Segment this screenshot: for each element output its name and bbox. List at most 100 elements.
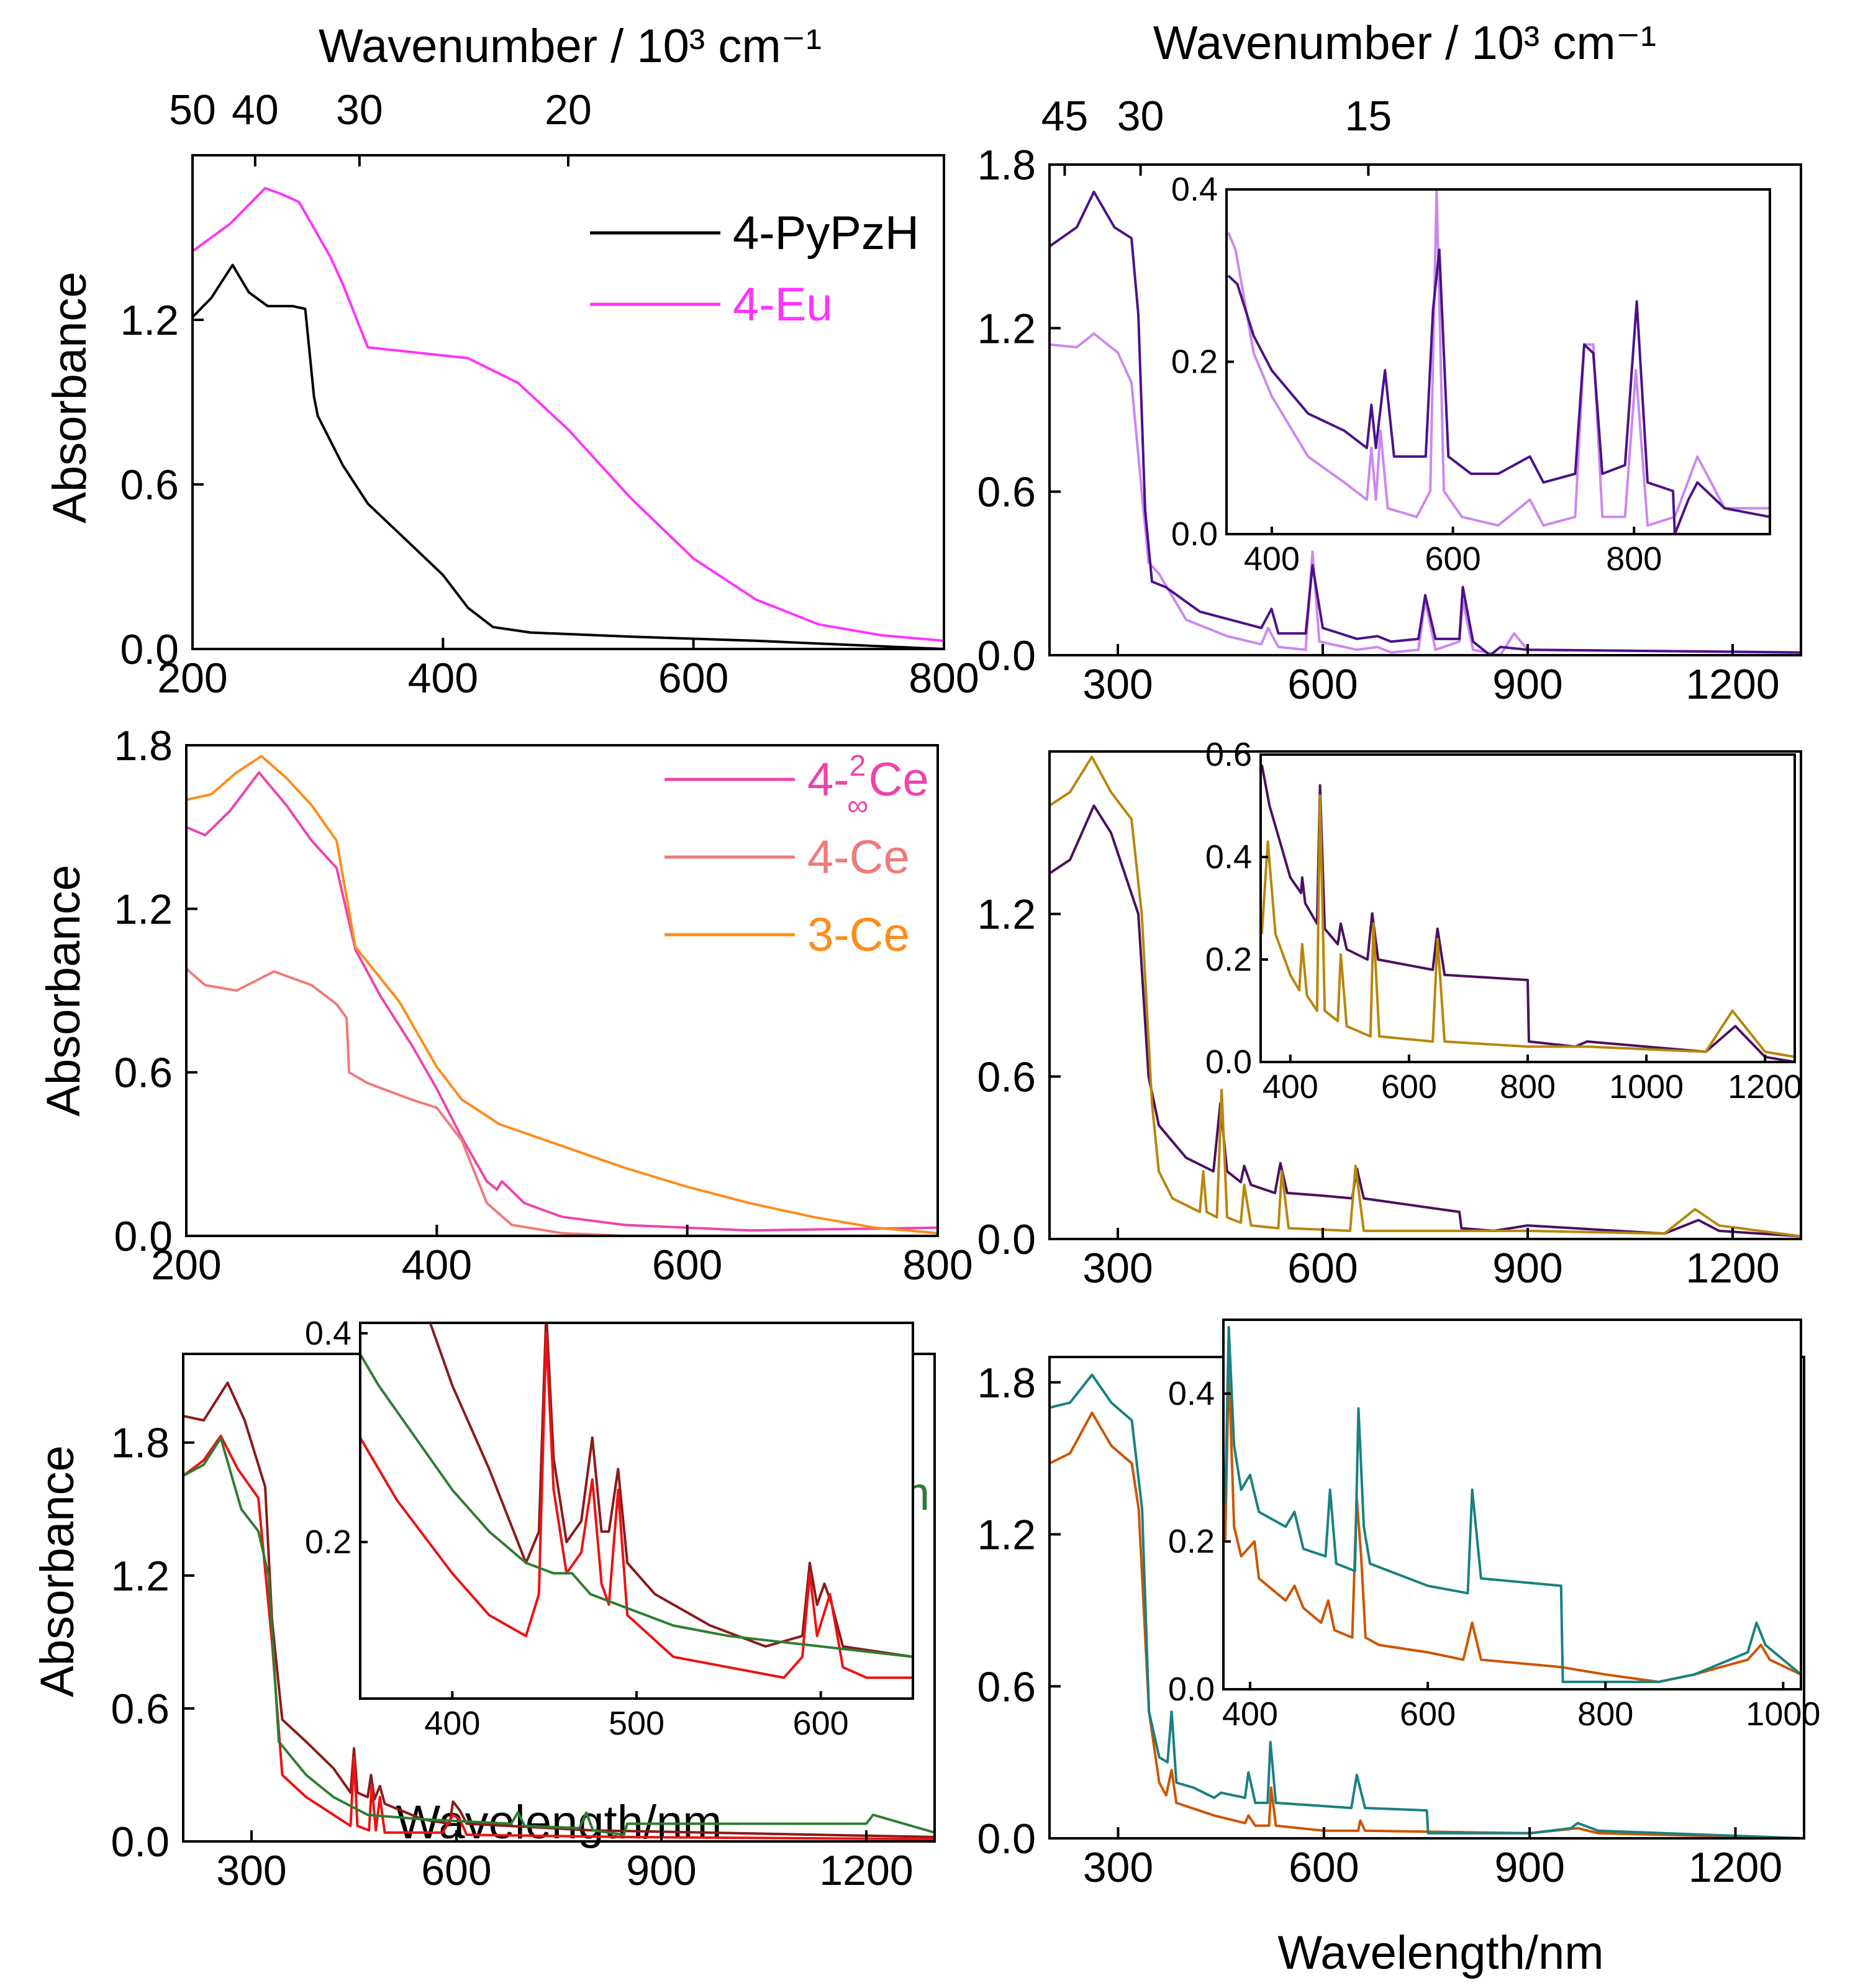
panel-e-ytick-label: 1.8 <box>111 1420 170 1467</box>
series-c-3Ce <box>186 755 938 1235</box>
legend-label: 4-Eu <box>733 278 833 331</box>
panel-d-xtick-label: 300 <box>1082 1245 1153 1292</box>
panel-e-ytick-label: 0.6 <box>111 1686 170 1733</box>
panel-a-xtick-label: 400 <box>408 655 478 702</box>
panel-f-inset-ytick-label: 0.0 <box>1168 1671 1215 1708</box>
legend-label: 4-Ce <box>807 831 910 884</box>
panel-b-ytick-label: 1.8 <box>977 142 1036 189</box>
panel-b-inset-xtick-label: 400 <box>1244 540 1300 578</box>
panel-d-inset-xtick-label: 800 <box>1500 1068 1556 1105</box>
panel-b-inset-ytick-label: 0.0 <box>1171 515 1218 553</box>
panel-b-inset-ytick-label: 0.2 <box>1171 343 1218 381</box>
panel-e-xtick-label: 600 <box>421 1847 491 1894</box>
panel-d-inset-xtick-label: 1000 <box>1609 1068 1684 1105</box>
panel-f-xtick-label: 1200 <box>1689 1844 1782 1891</box>
panel-f-ytick-label: 1.2 <box>977 1512 1036 1559</box>
panel-b-inset-ytick-label: 0.4 <box>1171 171 1218 208</box>
inset-series-b-3Nd <box>1227 248 1770 534</box>
top-axis-title-right: Wavenumber / 10³ cm⁻¹ <box>1153 17 1656 70</box>
panel-e-plot <box>183 1381 935 1841</box>
series-d-3Ho <box>1050 755 1801 1238</box>
panel-e-inset-xtick-label: 500 <box>609 1705 664 1742</box>
panel-b-xtick-label: 900 <box>1492 661 1562 708</box>
panel-b-xtick-label: 1200 <box>1685 661 1779 708</box>
top-axis-title-left: Wavenumber / 10³ cm⁻¹ <box>319 20 822 73</box>
top-axis-tick-label: 30 <box>336 86 383 134</box>
top-axis-tick-label: 45 <box>1041 93 1089 140</box>
inset-series-f-3Er <box>1223 1325 1801 1684</box>
series-f-4Er <box>1050 1411 1804 1838</box>
panel-b-frame <box>1048 163 1802 656</box>
panel-d-inset-ytick-label: 0.0 <box>1205 1043 1252 1081</box>
inset-series-e-4Tm <box>360 1353 913 1658</box>
panel-a-ytick-label: 1.2 <box>120 297 179 344</box>
panel-a-ytick-label: 0.6 <box>120 461 179 509</box>
panel-f-xtick-label: 900 <box>1494 1844 1564 1891</box>
panel-d-inset-ytick-label: 0.2 <box>1205 941 1252 978</box>
panel-d-xtick-label: 1200 <box>1685 1245 1779 1292</box>
panel-a-plot <box>193 187 944 649</box>
panel-c-xtick-label: 600 <box>652 1241 722 1289</box>
panel-d-inset-ytick-label: 0.6 <box>1205 736 1252 773</box>
panel-f-xtick-label: 300 <box>1083 1844 1153 1891</box>
legend-label: 4-2 ∞Ce <box>807 750 929 822</box>
panel-d-plot <box>1050 755 1801 1238</box>
series-f-3Er <box>1050 1373 1804 1838</box>
panel-d-ytick-label: 0.0 <box>977 1216 1036 1263</box>
panel-b-ytick-label: 0.0 <box>977 632 1036 679</box>
panel-e-inset-xtick-label: 400 <box>424 1705 480 1742</box>
inset-series-d-4Ho <box>1261 765 1795 1062</box>
panel-e-inset-ytick-label: 0.2 <box>305 1523 351 1561</box>
inset-series-d-3Ho <box>1261 794 1795 1058</box>
panel-f-inset-xtick-label: 400 <box>1222 1695 1278 1733</box>
panel-d-inset-xtick-label: 600 <box>1381 1068 1437 1105</box>
panel-e-ytick-label: 0.0 <box>111 1818 170 1866</box>
panel-f-ytick-label: 1.8 <box>977 1359 1036 1407</box>
panel-c-ytick-label: 1.2 <box>114 886 173 933</box>
panel-d: 30060090012000.00.61.24-Ho3-Ho4006008001… <box>977 736 1802 1292</box>
panel-b-inset-xtick-label: 600 <box>1425 540 1481 578</box>
inset-series-e-4Pr <box>428 1323 913 1658</box>
top-axis-tick-label: 20 <box>545 86 592 134</box>
panel-d-inset-xtick-label: 1200 <box>1728 1068 1802 1105</box>
panel-b-ytick-label: 0.6 <box>977 469 1036 516</box>
panel-e-inset: 400 500 600 0.2 0.4 <box>305 1315 914 1742</box>
panel-c-ytick-label: 0.6 <box>114 1050 173 1097</box>
panel-c-xtick-label: 400 <box>402 1241 472 1289</box>
top-axis-tick-label: 15 <box>1345 93 1392 140</box>
panel-b: 30060090012000.00.61.21.84530154-Nd3-Nd4… <box>977 93 1802 708</box>
panel-f-ytick-label: 0.6 <box>977 1663 1036 1710</box>
panel-f-inset-xtick-label: 800 <box>1577 1695 1633 1733</box>
panel-c-frame <box>185 744 939 1237</box>
panel-a-xtick-label: 600 <box>658 655 728 702</box>
panel-a-xtick-label: 800 <box>909 655 979 702</box>
legend-label: 4-PyPzH <box>733 207 919 260</box>
panel-f-inset-frame <box>1222 1319 1802 1691</box>
series-a-4PyPzH <box>193 263 944 649</box>
x-axis-title-f: Wavelength/nm <box>1277 1927 1603 1979</box>
panel-c-ytick-label: 0.0 <box>114 1213 173 1260</box>
panel-d-frame <box>1048 750 1802 1240</box>
panel-f-inset: 400 600 800 1000 0.0 0.2 0.4 <box>1168 1319 1820 1733</box>
panel-b-plot <box>1050 190 1801 655</box>
series-e-4Tm <box>183 1437 935 1836</box>
panel-f-inset-xtick-label: 600 <box>1400 1695 1456 1733</box>
panel-a-ytick-label: 0.0 <box>120 626 179 673</box>
panel-d-ytick-label: 0.6 <box>977 1053 1036 1101</box>
inset-series-b-4Nd <box>1227 189 1770 527</box>
panel-b-xtick-label: 600 <box>1287 661 1358 708</box>
panel-d-inset-xtick-label: 400 <box>1263 1068 1318 1105</box>
panel-d-ytick-label: 1.2 <box>977 891 1036 938</box>
series-e-4Pr <box>183 1381 935 1838</box>
top-axis-tick-label: 40 <box>232 86 279 134</box>
panel-b-xtick-label: 300 <box>1082 661 1153 708</box>
y-axis-title-c: Absorbance <box>37 865 90 1117</box>
panel-f-inset-ytick-label: 0.2 <box>1168 1523 1215 1560</box>
top-axis-tick-label: 30 <box>1117 93 1164 140</box>
panel-f-inset-ytick-label: 0.4 <box>1168 1375 1215 1412</box>
panel-b-inset-xtick-label: 800 <box>1606 540 1662 578</box>
panel-c-xtick-label: 200 <box>151 1241 221 1289</box>
panel-e: 30060090012000.00.61.21.84-Pr3-Pr4-Tm400… <box>111 1315 936 1894</box>
panel-b-inset: 400 600 800 0.0 0.2 0.4 <box>1171 171 1771 578</box>
